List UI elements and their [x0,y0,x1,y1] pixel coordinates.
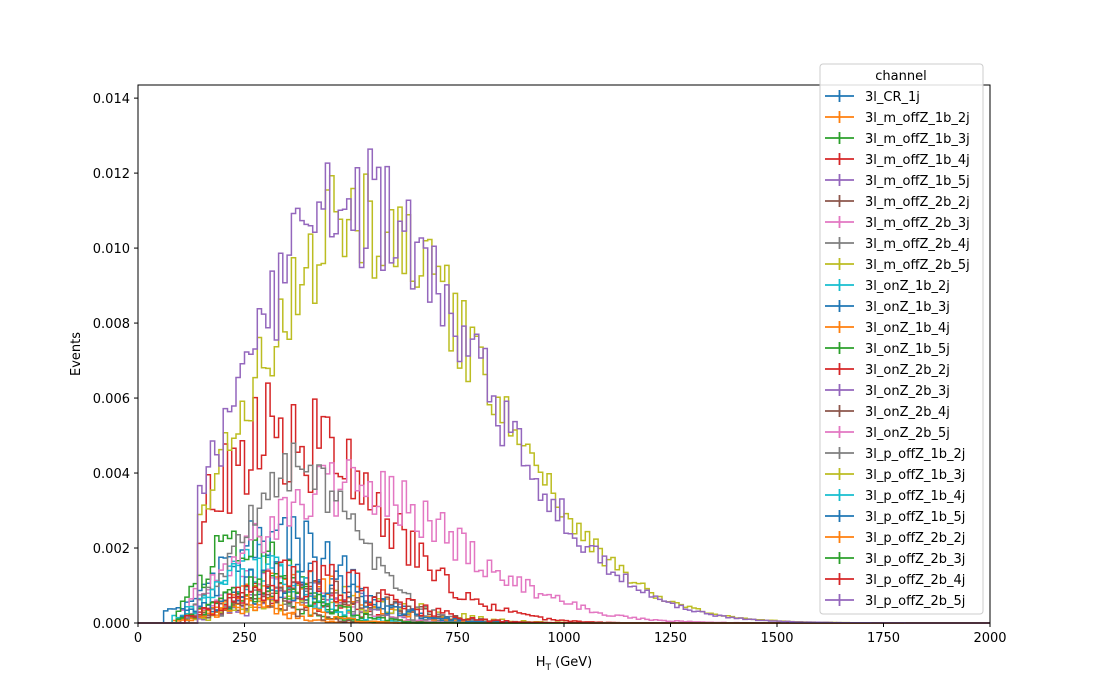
legend-item-3l_p_offZ_2b_5j: 3l_p_offZ_2b_5j [825,594,965,609]
legend-label: 3l_onZ_1b_2j [865,279,950,294]
legend-label: 3l_onZ_2b_5j [865,426,950,441]
legend-label: 3l_m_offZ_2b_3j [865,216,970,231]
x-tick-label: 1250 [654,631,687,646]
x-tick-label: 1500 [760,631,793,646]
legend-label: 3l_onZ_2b_2j [865,363,950,378]
x-tick-label: 1750 [867,631,900,646]
x-tick-label: 750 [445,631,470,646]
legend-label: 3l_p_offZ_2b_3j [865,552,965,567]
legend: channel 3l_CR_1j 3l_m_offZ_1b_2j 3l_m_offZ… [819,63,984,615]
legend-item-3l_m_offZ_2b_4j: 3l_m_offZ_2b_4j [825,237,970,252]
x-axis-label: HT (GeV) [536,655,593,673]
legend-item-3l_onZ_2b_2j: 3l_onZ_2b_2j [825,363,950,378]
y-tick-label: 0.006 [93,392,130,407]
legend-item-3l_onZ_2b_3j: 3l_onZ_2b_3j [825,384,950,399]
y-tick-label: 0.010 [93,242,130,257]
legend-label: 3l_p_offZ_1b_5j [865,510,965,525]
legend-box [819,63,984,615]
x-tick-label: 1000 [547,631,580,646]
y-axis-label: Events [69,332,84,376]
legend-label: 3l_CR_1j [865,90,920,105]
legend-label: 3l_onZ_1b_4j [865,321,950,336]
y-tick-label: 0.012 [93,167,130,182]
legend-item-3l_onZ_1b_3j: 3l_onZ_1b_3j [825,300,950,315]
legend-item-3l_m_offZ_2b_5j: 3l_m_offZ_2b_5j [825,258,970,273]
legend-label: 3l_onZ_1b_5j [865,342,950,357]
x-tick-label: 500 [339,631,364,646]
y-ticks: 0.000 0.002 0.004 0.006 0.008 0.010 0.012 0.014 [93,92,138,632]
legend-label: 3l_onZ_2b_4j [865,405,950,420]
legend-item-3l_p_offZ_2b_2j: 3l_p_offZ_2b_2j [825,531,965,546]
legend-item-3l_m_offZ_1b_5j: 3l_m_offZ_1b_5j [825,174,970,189]
legend-label: 3l_p_offZ_2b_5j [865,594,965,609]
x-ticks: 0 250 500 750 1000 1250 1500 1750 2000 [134,623,1007,646]
legend-item-3l_onZ_1b_2j: 3l_onZ_1b_2j [825,279,950,294]
legend-label: 3l_m_offZ_2b_2j [865,195,970,210]
legend-item-3l_m_offZ_2b_3j: 3l_m_offZ_2b_3j [825,216,970,231]
legend-label: 3l_m_offZ_2b_4j [865,237,970,252]
legend-item-3l_p_offZ_2b_4j: 3l_p_offZ_2b_4j [825,573,965,588]
legend-label: 3l_m_offZ_2b_5j [865,258,970,273]
legend-label: 3l_p_offZ_1b_2j [865,447,965,462]
legend-item-3l_onZ_2b_4j: 3l_onZ_2b_4j [825,405,950,420]
legend-item-3l_onZ_1b_4j: 3l_onZ_1b_4j [825,321,950,336]
y-tick-label: 0.014 [93,92,130,107]
series-3l_p_offZ_2b_5j [138,148,990,624]
legend-label: 3l_p_offZ_1b_4j [865,489,965,504]
y-tick-label: 0.004 [93,467,130,482]
x-tick-label: 250 [232,631,257,646]
legend-label: 3l_m_offZ_1b_2j [865,111,970,126]
legend-item-3l_m_offZ_1b_3j: 3l_m_offZ_1b_3j [825,132,970,147]
legend-item-3l_m_offZ_2b_2j: 3l_m_offZ_2b_2j [825,195,970,210]
legend-item-3l_p_offZ_1b_5j: 3l_p_offZ_1b_5j [825,510,965,525]
legend-label: 3l_onZ_2b_3j [865,384,950,399]
legend-item-3l_p_offZ_1b_4j: 3l_p_offZ_1b_4j [825,489,965,504]
legend-item-3l_m_offZ_1b_4j: 3l_m_offZ_1b_4j [825,153,970,168]
legend-item-3l_m_offZ_1b_2j: 3l_m_offZ_1b_2j [825,111,970,126]
legend-label: 3l_m_offZ_1b_5j [865,174,970,189]
x-tick-label: 2000 [973,631,1006,646]
x-tick-label: 0 [134,631,142,646]
legend-label: 3l_p_offZ_2b_2j [865,531,965,546]
y-tick-label: 0.008 [93,317,130,332]
legend-item-3l_onZ_1b_5j: 3l_onZ_1b_5j [825,342,950,357]
legend-label: 3l_m_offZ_1b_3j [865,132,970,147]
legend-item-3l_p_offZ_1b_2j: 3l_p_offZ_1b_2j [825,447,965,462]
legend-label: 3l_onZ_1b_3j [865,300,950,315]
legend-item-3l_CR_1j: 3l_CR_1j [825,90,920,105]
legend-items: 3l_CR_1j 3l_m_offZ_1b_2j 3l_m_offZ_1b_3j 3l… [825,90,970,609]
legend-title: channel [875,69,926,84]
y-tick-label: 0.000 [93,617,130,632]
y-tick-label: 0.002 [93,542,130,557]
legend-label: 3l_m_offZ_1b_4j [865,153,970,168]
legend-item-3l_onZ_2b_5j: 3l_onZ_2b_5j [825,426,950,441]
legend-item-3l_p_offZ_2b_3j: 3l_p_offZ_2b_3j [825,552,965,567]
legend-label: 3l_p_offZ_1b_3j [865,468,965,483]
legend-item-3l_p_offZ_1b_3j: 3l_p_offZ_1b_3j [825,468,965,483]
legend-label: 3l_p_offZ_2b_4j [865,573,965,588]
